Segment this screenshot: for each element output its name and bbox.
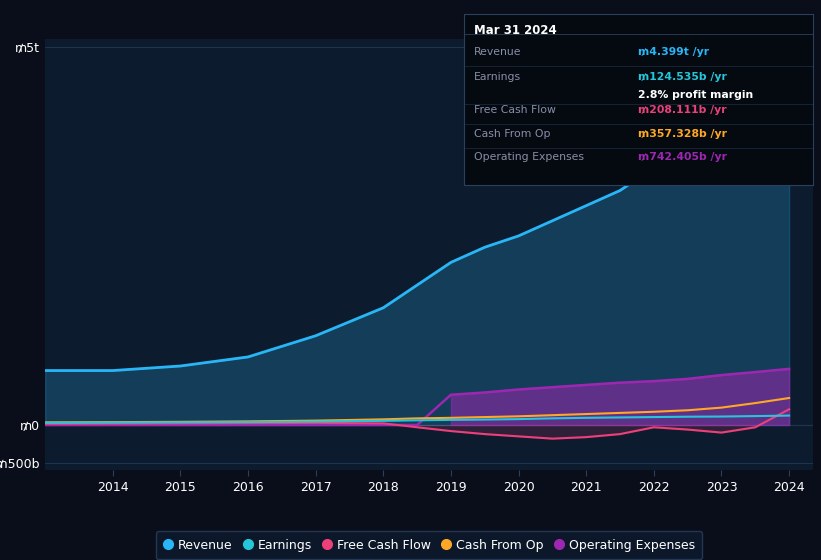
Text: ₥4.399t /yr: ₥4.399t /yr bbox=[639, 46, 709, 57]
Text: ₥742.405b /yr: ₥742.405b /yr bbox=[639, 152, 727, 162]
Text: Cash From Op: Cash From Op bbox=[475, 129, 551, 138]
Text: 2.8% profit margin: 2.8% profit margin bbox=[639, 90, 754, 100]
Text: ₥208.111b /yr: ₥208.111b /yr bbox=[639, 105, 727, 115]
Text: Free Cash Flow: Free Cash Flow bbox=[475, 105, 556, 115]
Text: Revenue: Revenue bbox=[475, 46, 522, 57]
Text: Operating Expenses: Operating Expenses bbox=[475, 152, 585, 162]
Text: ₥357.328b /yr: ₥357.328b /yr bbox=[639, 129, 727, 138]
Text: Mar 31 2024: Mar 31 2024 bbox=[475, 24, 557, 38]
Text: Earnings: Earnings bbox=[475, 72, 521, 82]
Legend: Revenue, Earnings, Free Cash Flow, Cash From Op, Operating Expenses: Revenue, Earnings, Free Cash Flow, Cash … bbox=[156, 531, 702, 559]
Text: ₥124.535b /yr: ₥124.535b /yr bbox=[639, 72, 727, 82]
